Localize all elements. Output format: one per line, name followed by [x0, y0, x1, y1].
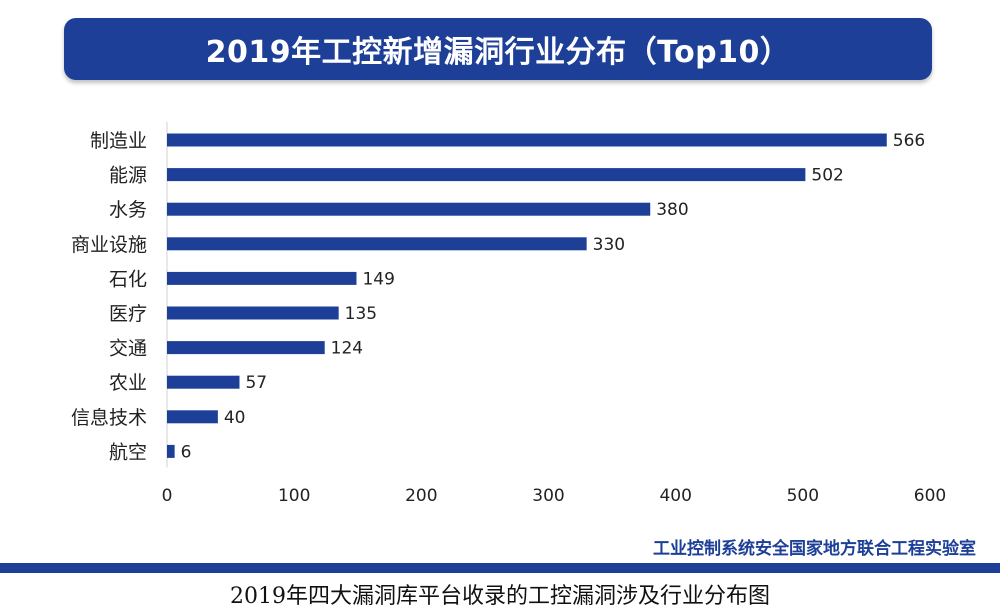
- data-label: 135: [345, 304, 377, 324]
- chart-title-banner: 2019年工控新增漏洞行业分布（Top10）: [64, 18, 932, 80]
- data-label: 6: [181, 442, 192, 462]
- bar: [167, 202, 651, 216]
- data-label: 330: [593, 235, 625, 255]
- data-label: 40: [224, 408, 246, 428]
- category-label: 医疗: [109, 303, 147, 325]
- category-label: 农业: [109, 372, 147, 394]
- source-label: 工业控制系统安全国家地方联合工程实验室: [653, 539, 976, 559]
- category-label: 制造业: [90, 130, 147, 152]
- bar: [167, 306, 339, 320]
- footer-divider: [0, 563, 1000, 573]
- category-label: 信息技术: [71, 407, 147, 429]
- x-tick-label: 400: [659, 486, 691, 506]
- category-label: 能源: [109, 165, 147, 187]
- bar: [167, 410, 218, 424]
- data-label: 149: [362, 269, 394, 289]
- bar: [167, 341, 325, 355]
- bar: [167, 444, 175, 458]
- x-tick-label: 600: [914, 486, 946, 506]
- x-tick-label: 300: [532, 486, 564, 506]
- category-label: 商业设施: [71, 234, 147, 256]
- bar: [167, 133, 887, 147]
- x-tick-label: 100: [278, 486, 310, 506]
- data-label: 57: [245, 373, 267, 393]
- data-label: 380: [656, 200, 688, 220]
- x-tick-label: 500: [787, 486, 819, 506]
- data-label: 502: [811, 166, 843, 186]
- bar: [167, 237, 587, 251]
- bar: [167, 375, 240, 389]
- bar: [167, 271, 357, 285]
- chart-title: 2019年工控新增漏洞行业分布（Top10）: [205, 35, 791, 70]
- x-tick-label: 0: [162, 486, 173, 506]
- category-label: 石化: [109, 268, 147, 290]
- figure-caption: 2019年四大漏洞库平台收录的工控漏洞涉及行业分布图: [230, 584, 770, 609]
- category-label: 交通: [109, 338, 147, 360]
- data-label: 124: [331, 339, 363, 359]
- x-tick-label: 200: [405, 486, 437, 506]
- data-label: 566: [893, 131, 925, 151]
- bar: [167, 168, 806, 182]
- bar-chart: 制造业 566 能源 502 水务 380 商业设施 330 石化 149 医疗 135 交通 124 农业…: [71, 122, 946, 506]
- category-label: 航空: [109, 441, 147, 463]
- category-label: 水务: [109, 199, 147, 221]
